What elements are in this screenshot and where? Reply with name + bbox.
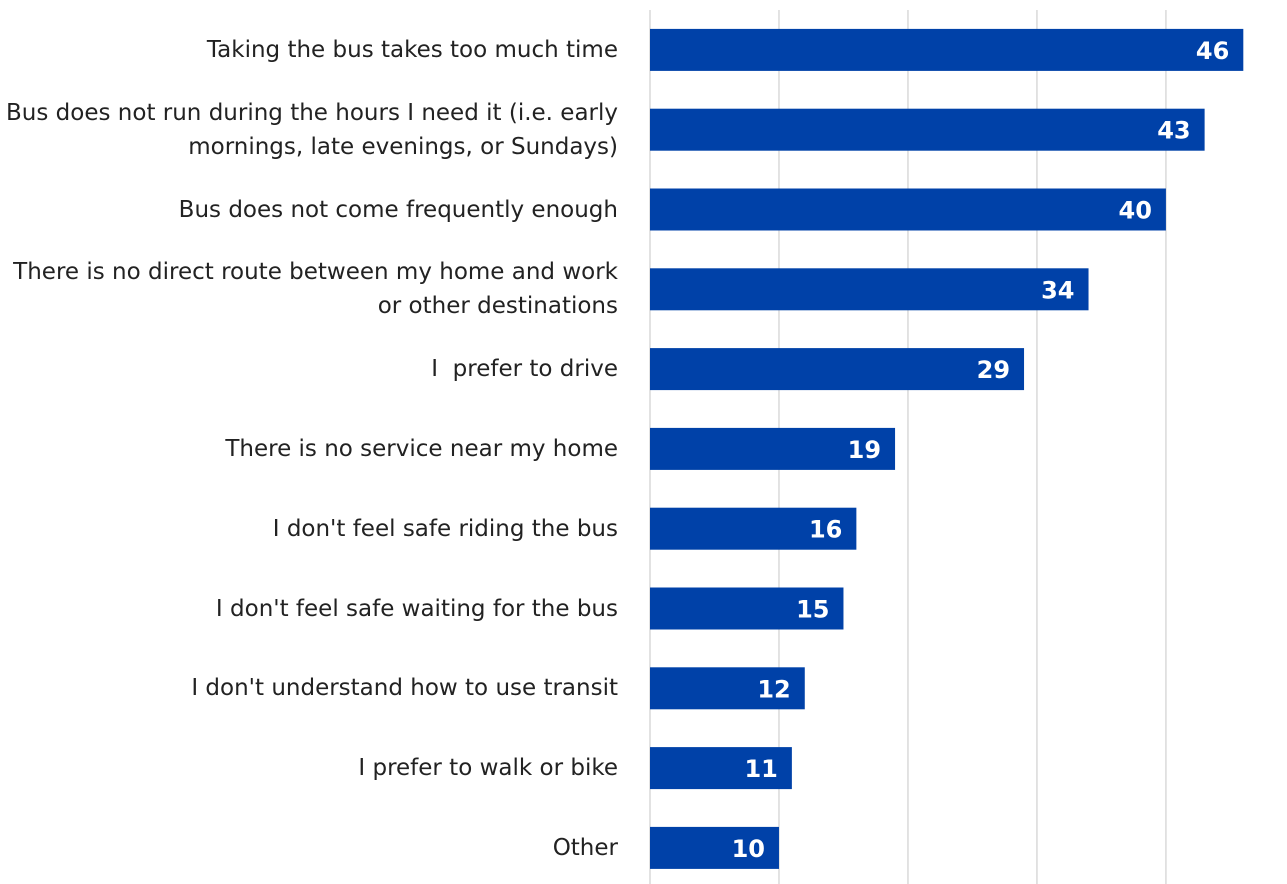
value-label: 10 — [732, 835, 765, 863]
category-label: I don't understand how to use transit — [191, 675, 618, 702]
value-label: 15 — [796, 596, 829, 624]
bar — [650, 28, 1244, 71]
bar — [650, 427, 896, 470]
value-label: 16 — [809, 516, 842, 544]
bar — [650, 507, 857, 550]
bar — [650, 188, 1166, 231]
category-label: Bus does not run during the hours I need… — [6, 99, 626, 160]
bar — [650, 108, 1205, 151]
category-label: There is no direct route between my home… — [13, 259, 626, 320]
bar — [650, 587, 844, 630]
category-label: Bus does not come frequently enough — [178, 196, 618, 223]
category-label: There is no service near my home — [225, 435, 618, 462]
bar — [650, 747, 792, 790]
bar — [650, 348, 1025, 391]
value-label: 11 — [744, 755, 777, 783]
category-label: Taking the bus takes too much time — [206, 36, 618, 63]
value-label: 40 — [1119, 197, 1152, 225]
value-label: 29 — [977, 356, 1010, 384]
bar — [650, 826, 779, 869]
category-label: I prefer to drive — [431, 356, 618, 383]
category-label: Other — [552, 834, 618, 861]
category-label: I don't feel safe riding the bus — [272, 515, 618, 542]
value-label: 46 — [1196, 37, 1229, 65]
category-label: I prefer to walk or bike — [358, 755, 618, 782]
bar — [650, 667, 805, 710]
value-label: 34 — [1041, 276, 1074, 304]
bar — [650, 268, 1089, 311]
category-label: I don't feel safe waiting for the bus — [215, 595, 618, 622]
value-label: 12 — [757, 675, 790, 703]
value-label: 19 — [848, 436, 881, 464]
value-label: 43 — [1157, 117, 1190, 145]
